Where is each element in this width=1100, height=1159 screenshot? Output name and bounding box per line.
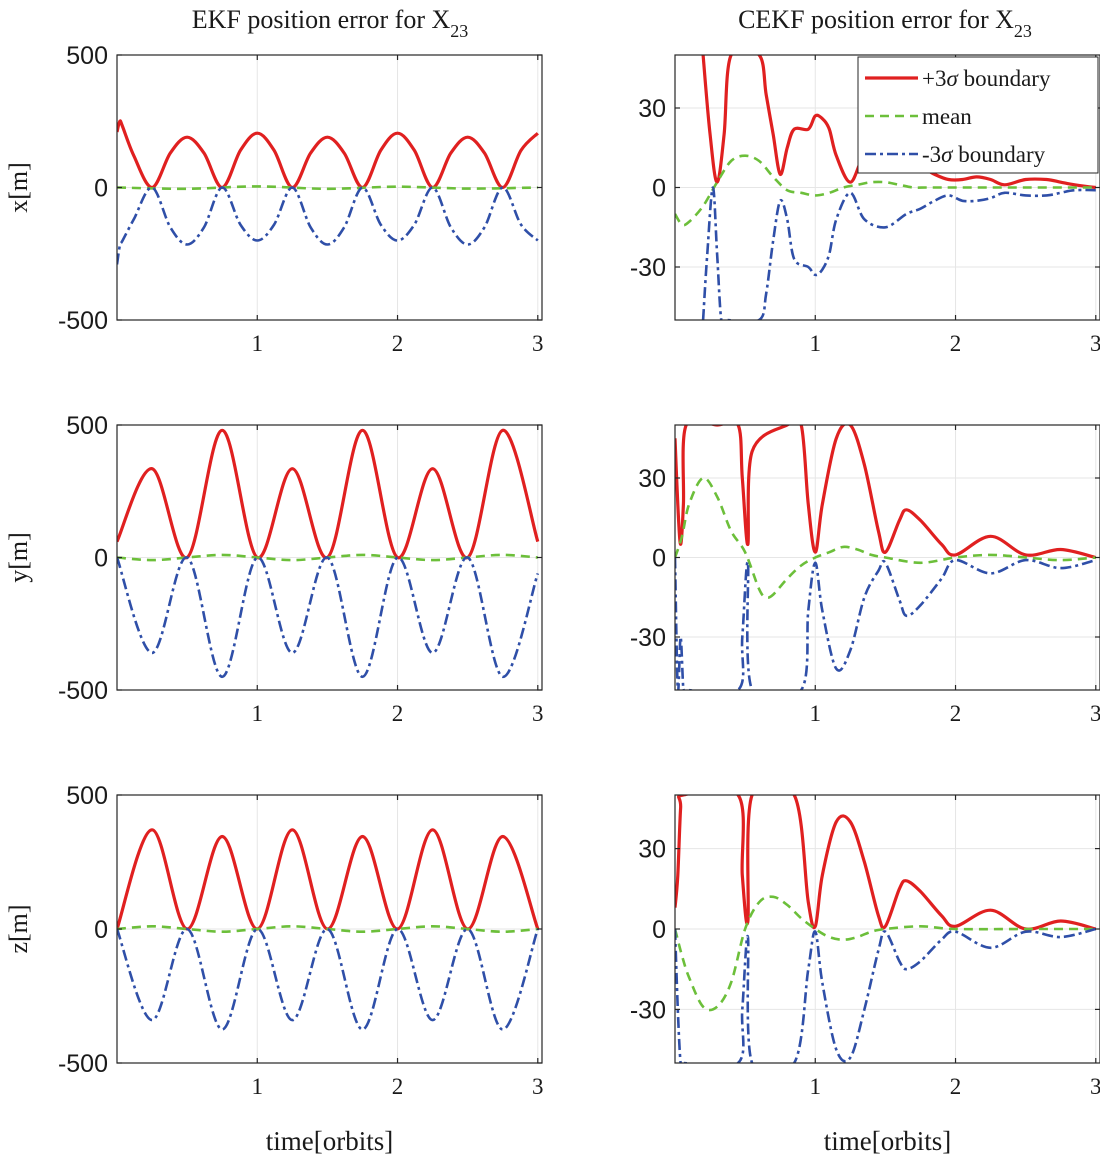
x-tick-label: 1 bbox=[810, 331, 822, 356]
x-tick-label: 3 bbox=[1090, 331, 1100, 356]
series-group bbox=[117, 119, 539, 265]
x-tick-label: 3 bbox=[532, 331, 544, 356]
y-tick-label: -30 bbox=[630, 624, 666, 652]
y-axis-label: z[m] bbox=[4, 904, 33, 953]
y-axis-label: x[m] bbox=[4, 162, 33, 213]
legend-label-upper: +3σ boundary bbox=[922, 66, 1051, 91]
y-tick-label: 0 bbox=[94, 175, 108, 203]
column-title-ekf: EKF position error for X23 bbox=[192, 5, 469, 41]
x-tick-label: 3 bbox=[532, 1074, 544, 1099]
series-group bbox=[117, 828, 540, 1031]
y-tick-label: -30 bbox=[630, 254, 666, 282]
x-tick-label: 2 bbox=[950, 701, 962, 726]
panel-ekf-z: 1 2 3 -500 0 500 z[m] time[orbits] bbox=[4, 782, 544, 1156]
series-group bbox=[675, 55, 1096, 320]
series-line-lower bbox=[117, 186, 539, 265]
y-tick-label: 0 bbox=[94, 916, 108, 944]
x-tick-label: 2 bbox=[392, 331, 404, 356]
panel-cekf-y: 1 2 3 -30 0 30 bbox=[630, 424, 1100, 726]
series-line-upper bbox=[675, 425, 1097, 560]
y-tick-label: 30 bbox=[638, 95, 666, 123]
panel-ekf-y: 1 2 3 -500 0 500 y[m] bbox=[4, 412, 544, 726]
y-tick-label: 500 bbox=[66, 412, 108, 440]
y-tick-label: 30 bbox=[638, 836, 666, 864]
x-tick-label: 3 bbox=[532, 701, 544, 726]
series-line-lower bbox=[117, 556, 540, 679]
legend: +3σ boundary mean -3σ boundary bbox=[857, 56, 1099, 174]
x-tick-label: 3 bbox=[1090, 1074, 1100, 1099]
x-tick-label: 2 bbox=[950, 331, 962, 356]
series-line-lower bbox=[675, 557, 1097, 690]
series-line-lower bbox=[701, 186, 1096, 320]
y-tick-label: 500 bbox=[66, 782, 108, 810]
x-tick-label: 1 bbox=[252, 701, 264, 726]
y-tick-label: 0 bbox=[94, 545, 108, 573]
series-line-mean bbox=[675, 476, 1096, 599]
series-group bbox=[117, 428, 540, 679]
x-tick-label: 2 bbox=[392, 1074, 404, 1099]
legend-label-lower: -3σ boundary bbox=[922, 142, 1046, 167]
series-group bbox=[675, 795, 1097, 1063]
y-axis-label: y[m] bbox=[4, 532, 33, 583]
x-tick-label: 2 bbox=[392, 701, 404, 726]
series-line-mean bbox=[117, 925, 538, 933]
x-tick-label: 3 bbox=[1090, 701, 1100, 726]
series-line-upper bbox=[675, 795, 1097, 931]
x-axis-label: time[orbits] bbox=[824, 1126, 951, 1156]
legend-label-mean: mean bbox=[922, 104, 972, 129]
panel-cekf-z: 1 2 3 -30 0 30 time[orbits] bbox=[630, 794, 1100, 1156]
series-line-upper bbox=[701, 55, 1096, 190]
x-tick-label: 1 bbox=[810, 1074, 822, 1099]
y-tick-label: -500 bbox=[58, 1050, 108, 1078]
y-tick-label: -500 bbox=[58, 307, 108, 335]
y-tick-label: 0 bbox=[652, 175, 666, 203]
series-line-lower bbox=[675, 927, 1097, 1063]
x-tick-label: 2 bbox=[950, 1074, 962, 1099]
x-tick-label: 1 bbox=[252, 331, 264, 356]
series-line-lower bbox=[117, 927, 540, 1031]
y-tick-label: 500 bbox=[66, 42, 108, 70]
series-line-upper bbox=[117, 119, 539, 190]
series-group bbox=[675, 425, 1097, 690]
y-tick-label: -30 bbox=[630, 996, 666, 1024]
column-title-cekf: CEKF position error for X23 bbox=[738, 5, 1032, 41]
panel-ekf-x: 1 2 3 -500 0 500 x[m] bbox=[4, 42, 544, 356]
x-tick-label: 1 bbox=[810, 701, 822, 726]
y-tick-label: 30 bbox=[638, 465, 666, 493]
x-tick-label: 1 bbox=[252, 1074, 264, 1099]
x-axis-label: time[orbits] bbox=[266, 1126, 393, 1156]
series-line-mean bbox=[117, 185, 538, 191]
y-tick-label: -500 bbox=[58, 677, 108, 705]
y-tick-label: 0 bbox=[652, 916, 666, 944]
y-tick-label: 0 bbox=[652, 545, 666, 573]
